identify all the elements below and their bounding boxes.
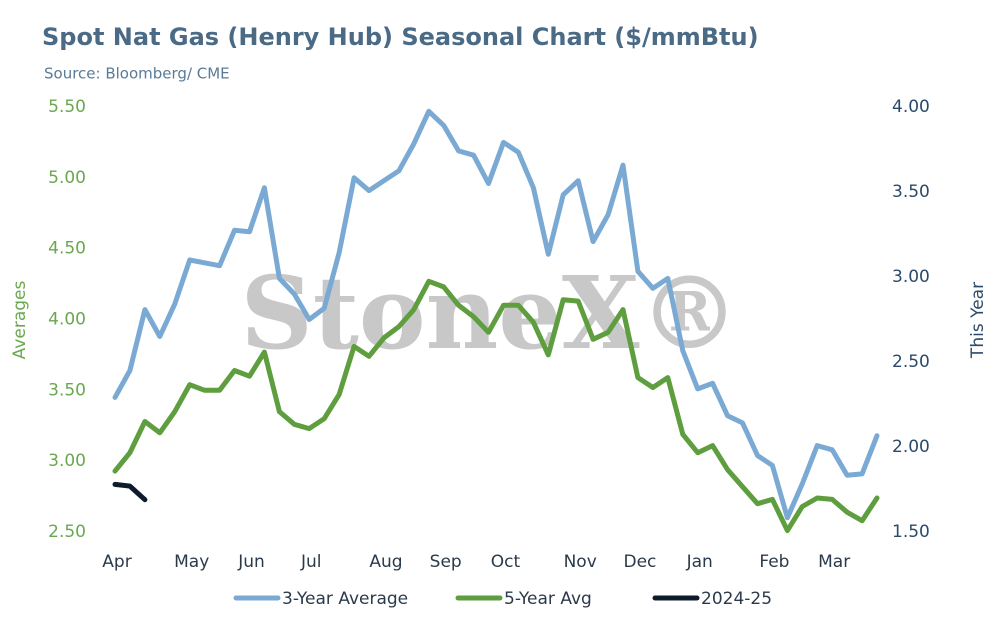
legend-label: 3-Year Average <box>282 589 408 609</box>
series-line <box>112 108 880 521</box>
chart-subtitle: Source: Bloomberg/ CME <box>44 65 230 83</box>
legend-label: 5-Year Avg <box>504 589 592 609</box>
x-tick-label: Nov <box>564 552 597 572</box>
x-tick-label: Jun <box>237 552 265 572</box>
x-tick-label: Oct <box>491 552 521 572</box>
y2-tick-label: 2.50 <box>892 352 930 372</box>
y-tick-label: 3.00 <box>48 451 86 471</box>
series-line <box>112 278 880 534</box>
x-tick-label: Jul <box>300 552 322 572</box>
y2-tick-label: 3.50 <box>892 182 930 202</box>
y-tick-label: 5.00 <box>48 168 86 188</box>
y-tick-label: 2.50 <box>48 522 86 542</box>
y2-tick-label: 3.00 <box>892 267 930 287</box>
x-tick-label: Mar <box>818 552 850 572</box>
chart-title: Spot Nat Gas (Henry Hub) Seasonal Chart … <box>42 23 759 51</box>
legend-label: 2024-25 <box>701 589 772 609</box>
x-tick-label: Dec <box>623 552 656 572</box>
y-tick-label: 3.50 <box>48 380 86 400</box>
x-tick-label: Apr <box>102 552 131 572</box>
y-axis-title: Averages <box>10 281 30 360</box>
y-tick-label: 4.50 <box>48 239 86 259</box>
y2-tick-label: 4.00 <box>892 97 930 117</box>
x-tick-label: Sep <box>430 552 462 572</box>
x-tick-label: Feb <box>759 552 789 572</box>
watermark: StoneX® <box>240 254 739 372</box>
y2-axis-title: This Year <box>968 282 988 359</box>
y-tick-label: 4.00 <box>48 310 86 330</box>
y2-tick-label: 1.50 <box>892 522 930 542</box>
y2-tick-label: 2.00 <box>892 437 930 457</box>
x-tick-label: Jan <box>686 552 713 572</box>
x-tick-label: Aug <box>369 552 402 572</box>
x-tick-label: May <box>174 552 209 572</box>
series-line <box>112 481 148 503</box>
y-tick-label: 5.50 <box>48 97 86 117</box>
